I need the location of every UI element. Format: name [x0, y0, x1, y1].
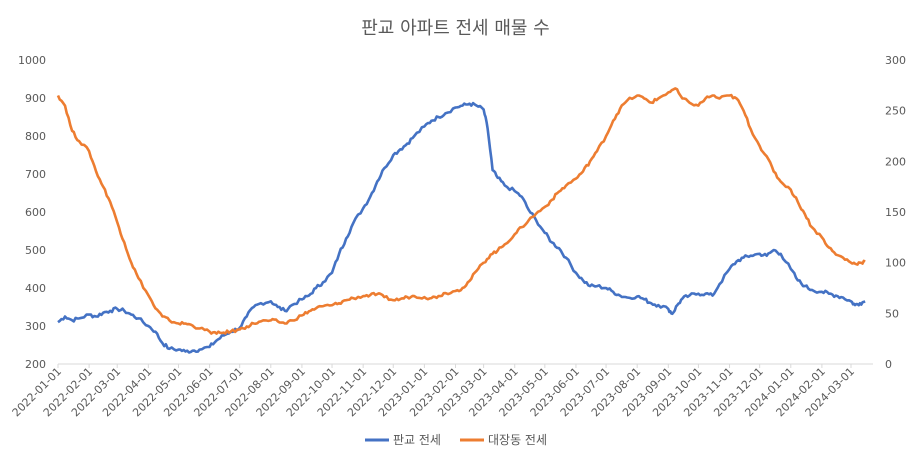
y-axis-left: 200 300 400 500 600 700 800 900 1000 [18, 54, 46, 371]
y-right-tick-label: 0 [885, 358, 892, 371]
y-left-tick-label: 900 [25, 92, 46, 105]
legend: 판교 전세 대장동 전세 [365, 433, 547, 447]
y-axis-right: 0 50 100 150 200 250 300 [885, 54, 906, 371]
y-right-tick-label: 250 [885, 105, 906, 118]
y-left-tick-label: 600 [25, 206, 46, 219]
x-axis: 2022-01-012022-02-012022-03-012022-04-01… [10, 364, 857, 419]
series-line-pangyo [57, 101, 866, 354]
y-left-tick-label: 500 [25, 244, 46, 257]
legend-label-pangyo: 판교 전세 [393, 433, 441, 447]
y-right-tick-label: 200 [885, 155, 906, 168]
chart-title: 판교 아파트 전세 매물 수 [361, 18, 550, 39]
series-group [56, 87, 866, 354]
y-left-tick-label: 800 [25, 130, 46, 143]
series-line-daejang [56, 87, 866, 335]
y-left-tick-label: 400 [25, 282, 46, 295]
y-left-tick-label: 1000 [18, 54, 46, 67]
y-left-tick-label: 700 [25, 168, 46, 181]
y-left-tick-label: 200 [25, 358, 46, 371]
legend-label-daejang: 대장동 전세 [488, 433, 547, 447]
y-left-tick-label: 300 [25, 320, 46, 333]
y-right-tick-label: 300 [885, 54, 906, 67]
y-right-tick-label: 50 [885, 307, 899, 320]
y-right-tick-label: 150 [885, 206, 906, 219]
y-right-tick-label: 100 [885, 257, 906, 270]
